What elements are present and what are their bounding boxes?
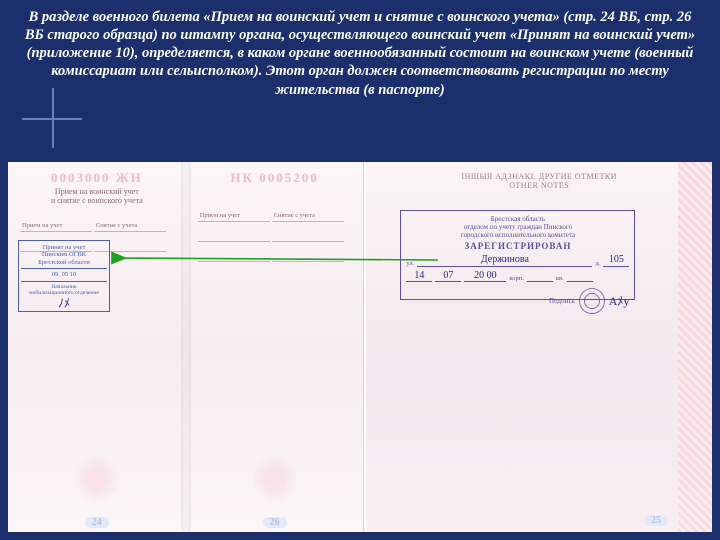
stamp-registered-word: ЗАРЕГИСТРИРОВАН: [406, 241, 629, 251]
korp-value: [527, 281, 553, 282]
kv-label: кв.: [556, 275, 564, 282]
street-label: ул.: [406, 260, 414, 267]
ornament-strip: [678, 162, 712, 532]
passport-page: ІНШЫЯ АДЗНАКІ. ДРУГИЕ ОТМЕТКИ OTHER NOTE…: [366, 162, 712, 532]
house-value: 105: [603, 254, 629, 267]
house-label: д.: [595, 260, 600, 267]
watermark-emblem: [74, 454, 120, 504]
watermark-emblem: [252, 454, 298, 504]
other-notes-title-en: OTHER NOTES: [378, 181, 700, 190]
round-seal-icon: [579, 288, 605, 314]
col-header-out: Снятие с учета: [94, 220, 166, 232]
serial-number-left: 0003000 ЖН: [18, 170, 176, 186]
page-number: 25: [644, 515, 668, 526]
date-month: 07: [435, 270, 461, 283]
col-header-in: Прием на учет: [20, 220, 92, 232]
military-id-spread: 0003000 ЖН Прием на воинский учет и снят…: [8, 162, 364, 532]
signature-label: Подпись: [549, 297, 575, 305]
kv-value: [567, 281, 593, 282]
street-value: Держинова: [417, 254, 592, 267]
col-header-in: Прием на учет: [198, 210, 270, 222]
stamp-line: Пинским ОГВК: [21, 251, 107, 258]
other-notes-title-ru: ІНШЫЯ АДЗНАКІ. ДРУГИЕ ОТМЕТКИ: [378, 172, 700, 181]
header-paragraph: В разделе военного билета «Прием на воин…: [0, 0, 720, 105]
stamp-line: Принят на учет: [21, 244, 107, 251]
registration-table: Прием на учет Снятие с учета: [196, 208, 346, 264]
stamp-line: Брестской области: [21, 259, 107, 266]
signature: Aﾒy: [609, 295, 630, 309]
col-header-out: Снятие с учета: [272, 210, 344, 222]
documents-container: 0003000 ЖН Прием на воинский учет и снят…: [8, 162, 712, 532]
address-row-2: 14 07 20 00 корп. кв.: [406, 270, 629, 283]
military-id-page-26: НК 0005200 Прием на учет Снятие с учета …: [186, 162, 364, 532]
date-day: 14: [406, 270, 432, 283]
date-year: 20 00: [464, 270, 506, 283]
military-id-page-24: 0003000 ЖН Прием на воинский учет и снят…: [8, 162, 186, 532]
address-row-1: ул. Держинова д. 105: [406, 254, 629, 267]
stamp-signature-area: Подпись Aﾒy: [406, 288, 629, 314]
korp-label: корп.: [509, 275, 523, 282]
stamp-line: городского исполнительного комитета: [406, 231, 629, 239]
page-number: 26: [263, 517, 287, 528]
stamp-line: отделом по учету граждан Пинского: [406, 223, 629, 231]
residence-registration-stamp: Брестская область отделом по учету гражд…: [400, 210, 635, 300]
stamp-line: Брестская область: [406, 215, 629, 223]
serial-number-right: НК 0005200: [196, 170, 354, 186]
page-number: 24: [85, 517, 109, 528]
section-title: Прием на воинский учет и снятие с воинск…: [18, 188, 176, 206]
stamp-date: 09. 05 10: [21, 268, 107, 278]
military-registration-stamp: Принят на учет Пинским ОГВК Брестской об…: [18, 240, 110, 312]
stamp-sig-label: Начальник мобилизационного отделения: [21, 281, 107, 297]
signature: ﾉﾒ: [21, 297, 107, 311]
